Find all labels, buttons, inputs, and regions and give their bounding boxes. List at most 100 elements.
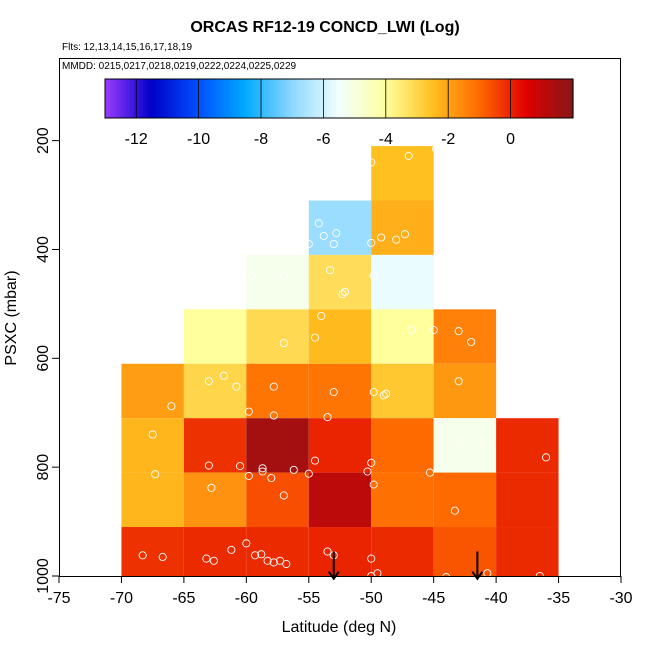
sample-point xyxy=(325,266,335,275)
colorbar-segment xyxy=(257,79,262,118)
colorbar-segment xyxy=(420,79,424,118)
sample-point xyxy=(323,413,332,422)
heatmap-cell xyxy=(121,472,184,528)
colorbar-segment xyxy=(491,79,496,118)
colorbar-segment xyxy=(395,79,399,118)
x-tick-label: -60 xyxy=(235,590,258,607)
sample-point xyxy=(482,436,491,446)
colorbar-segment xyxy=(373,79,378,118)
colorbar-segment xyxy=(264,79,268,118)
colorbar-segment xyxy=(488,79,493,118)
sample-point xyxy=(244,407,253,416)
colorbar-segment xyxy=(117,79,122,118)
sample-point xyxy=(319,231,328,240)
sample-point xyxy=(219,371,228,380)
heatmap-cell xyxy=(496,418,559,473)
colorbar-segment xyxy=(186,79,190,118)
colorbar-segment xyxy=(226,79,231,118)
sample-points xyxy=(138,144,551,582)
heatmap-cell xyxy=(433,418,497,473)
sample-point xyxy=(158,552,167,562)
colorbar-segment xyxy=(342,79,346,118)
heatmap-cell xyxy=(308,527,372,576)
sample-point xyxy=(257,550,266,559)
colorbar-segment xyxy=(551,79,555,118)
sample-point xyxy=(454,377,463,386)
heatmap-cell xyxy=(371,146,434,201)
colorbar-segment xyxy=(354,79,359,118)
colorbar-segment xyxy=(267,79,271,118)
colorbar-segment xyxy=(554,79,558,118)
dates-label: MMDD: 0215,0217,0218,0219,0222,0224,0225… xyxy=(62,61,297,72)
sample-point xyxy=(377,233,386,242)
colorbar-segment xyxy=(201,79,206,118)
colorbar-segment xyxy=(376,79,381,118)
sample-point xyxy=(425,468,434,477)
colorbar-segment xyxy=(161,79,165,118)
colorbar-segment xyxy=(445,79,449,118)
colorbar-segment xyxy=(504,79,509,118)
heatmap-cell xyxy=(246,254,309,310)
sample-point xyxy=(332,229,341,238)
colorbar-tick-label: -4 xyxy=(379,131,393,148)
heatmap-cell xyxy=(371,254,434,310)
colorbar-segment xyxy=(176,79,181,118)
colorbar-tick-label: -10 xyxy=(187,131,210,148)
colorbar-segment xyxy=(345,79,349,118)
sample-point xyxy=(204,461,213,470)
heatmap-cell xyxy=(371,472,434,528)
colorbar-segment xyxy=(560,79,565,118)
colorbar-segment xyxy=(223,79,228,118)
heatmap-cell xyxy=(496,527,559,576)
sample-point xyxy=(204,377,213,386)
colorbar-segment xyxy=(466,79,471,118)
colorbar-segment xyxy=(413,79,418,118)
colorbar-segment xyxy=(510,79,515,118)
heatmap-cell xyxy=(308,254,372,310)
colorbar-segment xyxy=(317,79,321,118)
colorbar-segment xyxy=(379,79,384,118)
y-tick-label: 400 xyxy=(35,236,52,263)
sample-point xyxy=(367,554,376,563)
sample-point xyxy=(279,491,288,500)
sample-point xyxy=(236,462,245,471)
heatmap-cell xyxy=(246,472,309,528)
colorbar-segment xyxy=(557,79,562,118)
colorbar-segment xyxy=(410,79,415,118)
heatmap-cell xyxy=(308,472,372,528)
colorbar-tick-label: 0 xyxy=(506,131,515,148)
colorbar-segment xyxy=(569,79,574,118)
colorbar-segment xyxy=(404,79,409,118)
colorbar-segment xyxy=(495,79,499,118)
heatmap-cell xyxy=(308,200,372,255)
colorbar-segment xyxy=(183,79,187,118)
colorbar-segment xyxy=(544,79,549,118)
colorbar-segment xyxy=(432,79,437,118)
arrow-markers xyxy=(327,551,484,581)
colorbar-segment xyxy=(298,79,303,118)
x-tick-label: -65 xyxy=(172,590,195,607)
colorbar-segment xyxy=(242,79,246,118)
sample-point xyxy=(258,467,267,476)
colorbar-segment xyxy=(357,79,362,118)
colorbar-segment xyxy=(114,79,119,118)
colorbar-segment xyxy=(398,79,402,118)
sample-point xyxy=(304,469,313,478)
heatmap-cell xyxy=(246,527,309,576)
colorbar-segment xyxy=(314,79,318,118)
y-tick-label: 200 xyxy=(35,127,52,154)
colorbar-segment xyxy=(261,79,265,118)
heatmap-cell xyxy=(183,363,247,419)
colorbar-segment xyxy=(310,79,315,118)
sample-point xyxy=(269,411,278,420)
x-tick-label: -75 xyxy=(47,590,70,607)
heatmap-cell xyxy=(433,363,497,419)
colorbar-segment xyxy=(435,79,440,118)
sample-point xyxy=(167,402,176,411)
heatmap-cell xyxy=(121,418,184,473)
heatmap-cell xyxy=(371,200,434,255)
heatmap-cells xyxy=(121,146,559,576)
colorbar-segment xyxy=(270,79,275,118)
chart-title: ORCAS RF12-19 CONCD_LWI (Log) xyxy=(190,19,460,36)
colorbar: -12 -10 -8 -6 -4 -2 0 xyxy=(104,78,574,148)
